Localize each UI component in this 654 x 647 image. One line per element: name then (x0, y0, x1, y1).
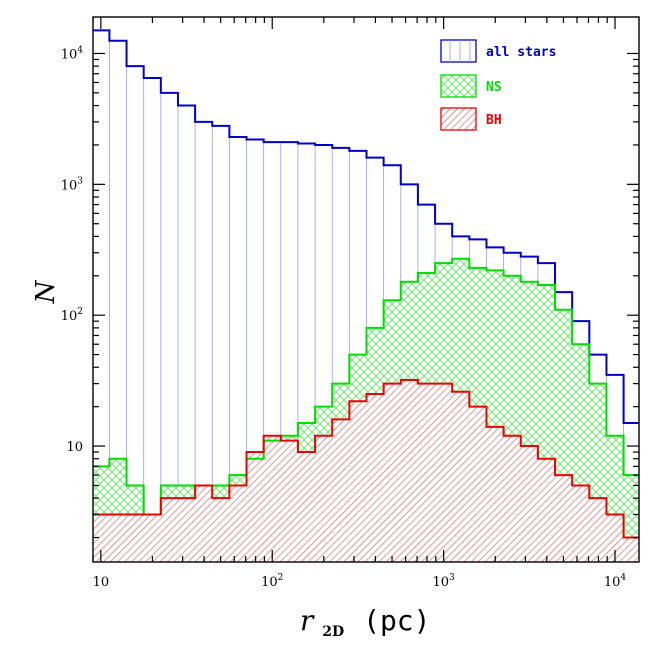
legend-label-bh: BH (486, 113, 502, 128)
legend-label-all-stars: all stars (486, 45, 556, 60)
bar-bh (503, 435, 521, 562)
legend-entry-ns: NS (440, 74, 502, 98)
axis-ticks: 10 102 103 104 10 102 103 104 (61, 17, 639, 590)
bar-bh (93, 514, 110, 562)
bar-bh (195, 485, 213, 562)
series-line-all-stars (93, 29, 639, 562)
bar-all-stars (160, 92, 178, 562)
bar-bh (126, 514, 144, 562)
bar-bh (435, 383, 453, 562)
bar-bh (469, 406, 487, 562)
legend-swatch-bh (440, 107, 477, 131)
bar-bh (349, 401, 367, 562)
histogram-outlines (93, 29, 639, 562)
plot-frame (92, 16, 640, 563)
bar-all-stars (143, 77, 161, 562)
x-tick-label: 102 (261, 573, 283, 590)
bar-bh (297, 452, 316, 562)
y-tick-label: 103 (61, 176, 84, 193)
legend-label-ns: NS (486, 80, 502, 95)
x-tick-label: 10 (93, 575, 110, 590)
bar-bh (400, 379, 418, 562)
bar-bh (366, 393, 384, 562)
y-axis-title: N (31, 279, 61, 304)
bar-all-stars (195, 121, 213, 562)
x-axis-title: r 2D (pc) (300, 604, 431, 643)
bar-bh (280, 440, 298, 562)
bar-all-stars (93, 30, 110, 562)
bars-layer (93, 30, 639, 562)
bar-bh (606, 514, 624, 562)
x-tick-label: 103 (432, 573, 455, 590)
bar-bh (332, 419, 350, 562)
bar-bh (572, 485, 590, 562)
bar-bh (383, 383, 401, 562)
bar-bh (486, 426, 504, 562)
x-axis-title-unit: (pc) (363, 604, 430, 637)
x-axis-title-subscript: 2D (322, 624, 344, 640)
x-axis-title-main: r (300, 604, 315, 637)
bar-bh (315, 435, 333, 562)
bar-bh (589, 498, 607, 562)
bar-all-stars (212, 125, 230, 562)
y-tick-label: 102 (61, 307, 83, 324)
series-line-bh (93, 378, 639, 562)
bar-bh (555, 475, 573, 562)
bar-bh (229, 485, 247, 562)
bar-bh (177, 498, 196, 562)
bar-all-stars (229, 137, 247, 562)
legend-entry-bh: BH (440, 107, 502, 131)
legend: all stars NS BH (440, 39, 556, 131)
y-tick-label: 10 (66, 440, 83, 455)
x-tick-label: 104 (604, 573, 627, 590)
bar-all-stars (177, 105, 196, 562)
legend-swatch-ns (440, 74, 477, 98)
legend-swatch-all-stars (440, 39, 477, 63)
bar-bh (452, 391, 470, 562)
y-tick-label: 104 (61, 45, 84, 62)
legend-entry-all-stars: all stars (440, 39, 556, 63)
series-line-ns (93, 257, 639, 562)
bar-bh (537, 458, 556, 562)
bar-bh (160, 498, 178, 562)
bar-bh (417, 383, 436, 562)
bar-bh (623, 537, 639, 562)
bar-all-stars (126, 66, 144, 562)
bar-bh (263, 435, 281, 562)
bar-bh (246, 452, 264, 562)
bar-all-stars (109, 40, 127, 562)
bar-bh (212, 498, 230, 562)
bar-bh (520, 446, 538, 562)
bar-bh (109, 514, 127, 562)
bar-bh (143, 514, 161, 562)
